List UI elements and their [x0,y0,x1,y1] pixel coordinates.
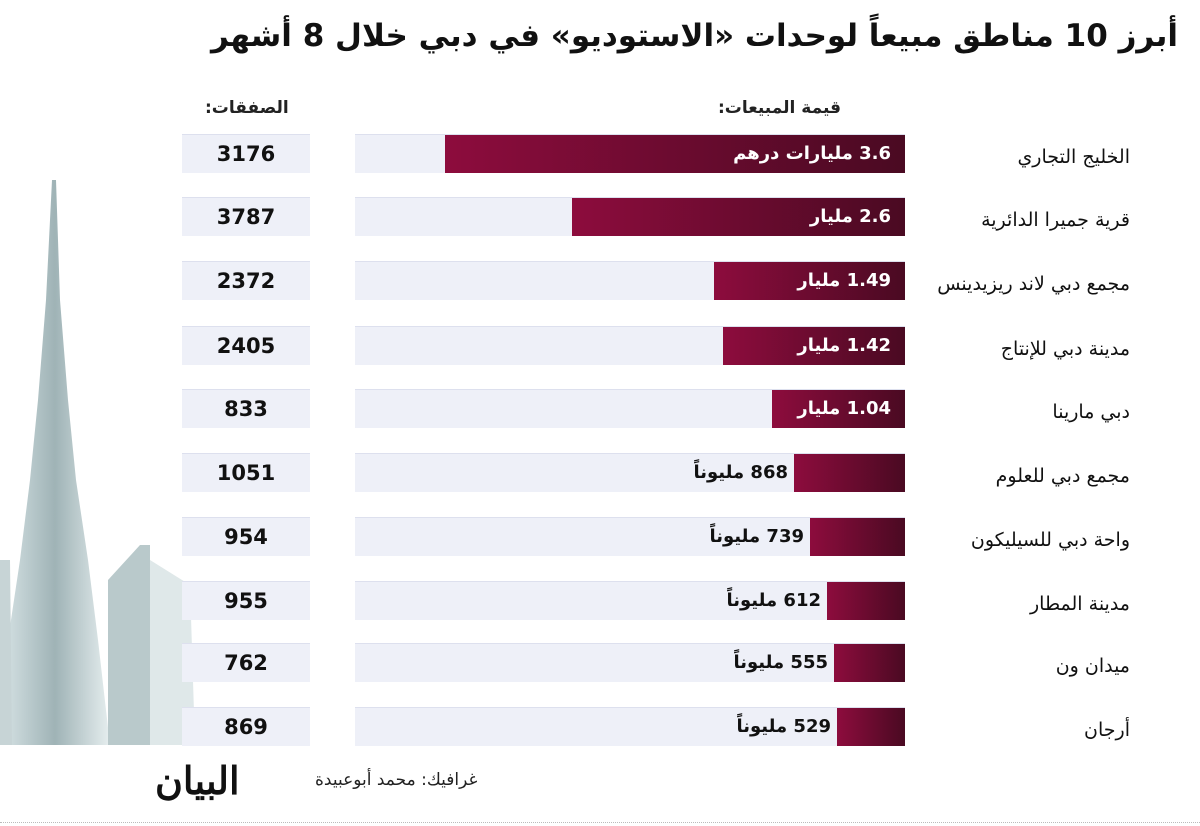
bar-fill [834,644,905,682]
chart-title: أبرز 10 مناطق مبيعاً لوحدات «الاستوديو» … [211,18,1178,54]
albayan-logo: البيان [155,758,240,803]
bar-track: 529 مليوناً [355,707,905,746]
credit: غرافيك: محمد أبوعبيدة [315,770,478,790]
bar-track: 555 مليوناً [355,643,905,682]
deals-count: 3176 [182,134,310,173]
district-name: قرية جميرا الدائرية [981,209,1130,231]
divider [0,822,1200,823]
bar-value-label: 1.42 مليار [797,335,891,356]
bar-fill [794,454,905,492]
bar-track: 3.6 مليارات درهم [355,134,905,173]
bar-value-label: 3.6 مليارات درهم [733,143,891,164]
bar-row: 3787 2.6 مليار قرية جميرا الدائرية [0,197,1200,236]
district-name: مدينة دبي للإنتاج [1000,338,1130,360]
bar-fill [772,390,905,428]
bar-row: 3176 3.6 مليارات درهم الخليج التجاري [0,134,1200,173]
bar-value-label: 555 مليوناً [733,652,829,673]
deals-count: 2372 [182,261,310,300]
deals-count: 869 [182,707,310,746]
bar-track: 1.49 مليار [355,261,905,300]
bar-row: 955 612 مليوناً مدينة المطار [0,581,1200,620]
bar-fill [714,262,905,300]
bar-row: 833 1.04 مليار دبي مارينا [0,389,1200,428]
bar-fill [827,582,905,620]
bar-track: 612 مليوناً [355,581,905,620]
bar-track: 1.04 مليار [355,389,905,428]
bar-track: 868 مليوناً [355,453,905,492]
bar-row: 869 529 مليوناً أرجان [0,707,1200,746]
deals-count: 1051 [182,453,310,492]
bar-fill [837,708,905,746]
district-name: مجمع دبي للعلوم [995,465,1130,487]
bar-value-label: 612 مليوناً [726,590,822,611]
deals-count: 762 [182,643,310,682]
deals-header: الصفقات: [205,98,289,118]
deals-count: 833 [182,389,310,428]
burj-khalifa-illustration [0,180,195,745]
district-name: الخليج التجاري [1017,146,1130,168]
district-name: مدينة المطار [1029,593,1130,615]
district-name: مجمع دبي لاند ريزيدينس [937,273,1130,295]
district-name: ميدان ون [1055,655,1130,677]
deals-count: 955 [182,581,310,620]
bar-value-label: 1.04 مليار [797,398,891,419]
bar-row: 2405 1.42 مليار مدينة دبي للإنتاج [0,326,1200,365]
bar-fill [810,518,905,556]
bar-row: 2372 1.49 مليار مجمع دبي لاند ريزيدينس [0,261,1200,300]
district-name: واحة دبي للسيليكون [970,529,1130,551]
deals-count: 954 [182,517,310,556]
deals-count: 3787 [182,197,310,236]
bar-fill [723,327,905,365]
bar-row: 1051 868 مليوناً مجمع دبي للعلوم [0,453,1200,492]
bar-fill [445,135,905,173]
bar-value-label: 1.49 مليار [797,270,891,291]
bar-value-label: 739 مليوناً [709,526,805,547]
bar-value-label: 868 مليوناً [693,462,789,483]
sales-header: قيمة المبيعات: [718,98,842,118]
district-name: دبي مارينا [1052,401,1130,423]
bar-row: 762 555 مليوناً ميدان ون [0,643,1200,682]
bar-track: 2.6 مليار [355,197,905,236]
bar-row: 954 739 مليوناً واحة دبي للسيليكون [0,517,1200,556]
bar-fill [572,198,905,236]
deals-count: 2405 [182,326,310,365]
bar-value-label: 529 مليوناً [736,716,832,737]
bar-track: 1.42 مليار [355,326,905,365]
bar-track: 739 مليوناً [355,517,905,556]
district-name: أرجان [1084,719,1130,741]
bar-value-label: 2.6 مليار [809,206,891,227]
